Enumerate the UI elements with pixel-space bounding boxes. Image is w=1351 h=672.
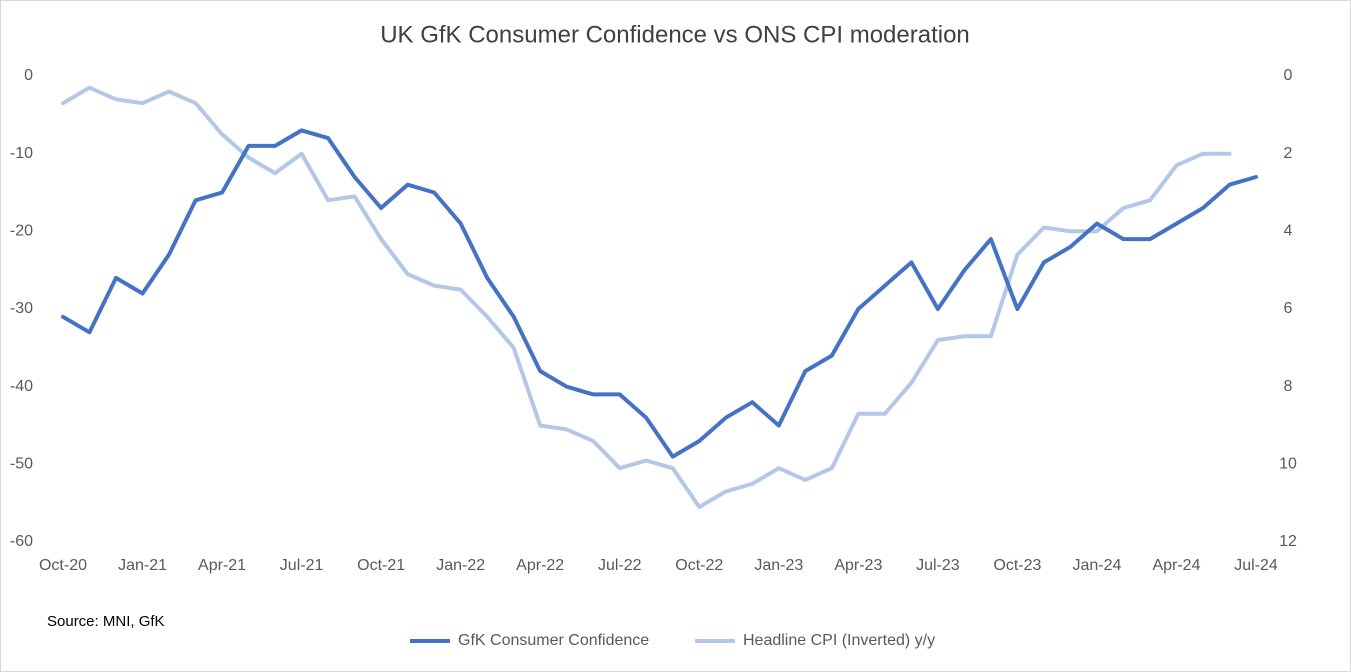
x-tick-label: Jan-21 [118, 557, 167, 574]
y2-tick-label: 10 [1279, 456, 1297, 473]
legend-label: Headline CPI (Inverted) y/y [743, 632, 935, 649]
x-tick-label: Jul-22 [598, 557, 642, 574]
y2-tick-label: 6 [1284, 300, 1293, 317]
y2-tick-label: 0 [1284, 67, 1293, 84]
y-tick-label: 0 [24, 67, 33, 84]
x-tick-label: Apr-24 [1152, 557, 1200, 574]
y-tick-label: -40 [10, 378, 33, 395]
y-tick-label: -50 [10, 456, 33, 473]
x-tick-label: Apr-23 [834, 557, 882, 574]
x-tick-label: Apr-22 [516, 557, 564, 574]
legend-label: GfK Consumer Confidence [458, 632, 649, 649]
y-tick-label: -60 [10, 533, 33, 550]
y2-tick-label: 8 [1284, 378, 1293, 395]
y2-tick-label: 12 [1279, 533, 1297, 550]
chart-title: UK GfK Consumer Confidence vs ONS CPI mo… [380, 21, 970, 48]
line-series [61, 128, 1258, 459]
x-tick-label: Oct-20 [39, 557, 87, 574]
x-tick-label: Jul-21 [280, 557, 324, 574]
line-series [61, 85, 1232, 509]
x-tick-label: Apr-21 [198, 557, 246, 574]
x-tick-label: Oct-22 [675, 557, 723, 574]
y2-tick-label: 2 [1284, 145, 1293, 162]
y2-tick-label: 4 [1284, 223, 1293, 240]
x-tick-label: Jan-24 [1072, 557, 1121, 574]
x-tick-label: Jul-24 [1234, 557, 1278, 574]
x-tick-label: Oct-23 [993, 557, 1041, 574]
x-tick-label: Jan-22 [436, 557, 485, 574]
x-tick-label: Jul-23 [916, 557, 960, 574]
x-tick-label: Oct-21 [357, 557, 405, 574]
y-tick-label: -10 [10, 145, 33, 162]
x-tick-label: Jan-23 [754, 557, 803, 574]
y-tick-label: -30 [10, 300, 33, 317]
source-note: Source: MNI, GfK [47, 613, 165, 630]
y-tick-label: -20 [10, 223, 33, 240]
